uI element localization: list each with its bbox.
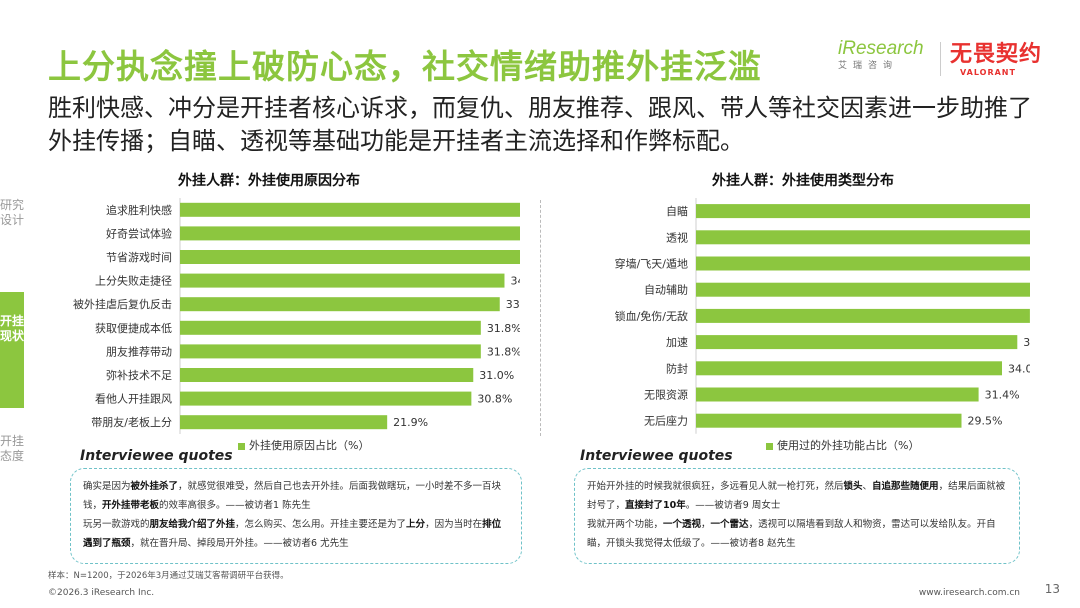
cheat-types-bar-chart: 自瞄41.4%透视39.8%穿墙/飞天/遁地39.6%自动辅助39.3%锁血/免… (615, 198, 1030, 434)
quote-paragraph: 开始开外挂的时候我就很疯狂，多远看见人就一枪打死，然后锁头、自追那些随便用，结果… (587, 481, 1006, 511)
bar (696, 282, 1030, 297)
valorant-logo: 无畏契约 VALORANT (950, 36, 1070, 80)
category-label: 获取便捷成本低 (95, 321, 172, 335)
category-label: 追求胜利快感 (106, 203, 172, 217)
category-label: 穿墙/飞天/遁地 (615, 257, 688, 271)
bar (696, 204, 1030, 219)
bar (696, 335, 1018, 350)
bar (696, 256, 1030, 271)
category-label: 看他人开挂跟风 (95, 392, 172, 406)
bar (180, 226, 520, 241)
page-title: 上分执念撞上破防心态，社交情绪助推外挂泛滥 (48, 47, 762, 86)
category-label: 防封 (666, 361, 688, 375)
category-label: 好奇尝试体验 (106, 226, 172, 240)
iresearch-logo-subtext: 艾瑞咨询 (838, 61, 899, 71)
bar (180, 297, 500, 312)
category-label: 无限资源 (644, 388, 688, 402)
left-quote-box: 确实是因为被外挂杀了，就感觉很难受，然后自己也去开外挂。后面我做瞎玩，一小时差不… (70, 468, 522, 564)
bar (180, 202, 520, 217)
left-chart-legend: 外挂使用原因占比（%） (238, 437, 369, 453)
quote-paragraph: 玩另一款游戏的朋友给我介绍了外挂，怎么购买、怎么用。开挂主要还是为了上分，因为当… (83, 519, 502, 549)
bar (696, 361, 1002, 376)
value-label: 31.8% (487, 345, 520, 358)
left-quotes-label: Interviewee quotes (80, 448, 233, 464)
bar (696, 387, 979, 402)
category-label: 无后座力 (644, 414, 688, 428)
nav-cheating-status[interactable]: 开挂现状 (0, 292, 24, 408)
valorant-logo-text: 无畏契约 (950, 42, 1043, 67)
value-label: 31.0% (479, 369, 514, 382)
website-link[interactable]: www.iresearch.com.cn (918, 588, 1020, 598)
iresearch-logo-text: iResearch (838, 38, 924, 59)
bar (180, 344, 481, 359)
value-label: 33.8% (506, 298, 520, 311)
bar (180, 368, 474, 382)
sample-footnote: 样本：N=1200，于2026年3月通过艾瑞艾客帮调研平台获得。 (48, 571, 289, 581)
category-label: 锁血/免伤/无敌 (615, 309, 688, 323)
bar (180, 415, 388, 430)
bar (696, 308, 1030, 323)
logo-divider (940, 42, 941, 76)
bar (180, 391, 472, 406)
chart-divider (540, 200, 541, 436)
nav-research-design[interactable]: 研究设计 (0, 198, 25, 227)
value-label: 34.3% (510, 275, 520, 288)
value-label: 30.8% (477, 393, 512, 406)
value-label: 31.4% (985, 389, 1020, 402)
category-label: 朋友推荐带动 (106, 344, 172, 358)
copyright: ©2026.3 iResearch Inc. (48, 588, 155, 598)
value-label: 34.0% (1008, 362, 1030, 375)
value-label: 21.9% (393, 416, 428, 429)
category-label: 带朋友/老板上分 (91, 415, 172, 429)
right-chart-legend: 使用过的外挂功能占比（%） (766, 437, 919, 453)
value-label: 29.5% (968, 415, 1003, 428)
quote-paragraph: 我就开两个功能，一个透视，一个雷达，透视可以隔墙看到敌人和物资，雷达可以发给队友… (587, 519, 996, 549)
category-label: 被外挂虐后复仇反击 (73, 297, 172, 311)
right-chart-title: 外挂人群：外挂使用类型分布 (712, 173, 894, 189)
bar (696, 413, 962, 428)
page-number: 13 (1044, 582, 1060, 596)
right-quote-box: 开始开外挂的时候我就很疯狂，多远看见人就一枪打死，然后锁头、自追那些随便用，结果… (574, 468, 1020, 564)
bar (696, 230, 1030, 245)
category-label: 弥补技术不足 (106, 368, 172, 382)
right-quotes-label: Interviewee quotes (580, 448, 733, 464)
valorant-logo-subtext: VALORANT (960, 68, 1016, 77)
left-chart-title: 外挂人群：外挂使用原因分布 (178, 173, 360, 189)
category-label: 上分失败走捷径 (95, 274, 172, 288)
bar (180, 273, 505, 288)
cheat-reasons-bar-chart: 追求胜利快感40.5%好奇尝试体验37.1%节省游戏时间36.1%上分失败走捷径… (73, 198, 520, 434)
category-label: 自瞄 (666, 205, 688, 218)
category-label: 节省游戏时间 (106, 251, 172, 264)
iresearch-logo: iResearch 艾瑞咨询 (838, 38, 934, 82)
legend-label: 使用过的外挂功能占比（%） (777, 439, 920, 452)
bar (180, 250, 520, 264)
category-label: 自动辅助 (644, 283, 688, 297)
nav-cheating-attitude[interactable]: 开挂态度 (0, 434, 25, 463)
value-label: 35.7% (1023, 336, 1030, 349)
category-label: 加速 (666, 336, 688, 349)
category-label: 透视 (666, 230, 688, 244)
legend-swatch (238, 442, 245, 450)
page-subtitle: 胜利快感、冲分是开挂者核心诉求，而复仇、朋友推荐、跟风、带人等社交因素进一步助推… (48, 94, 1032, 155)
bar (180, 320, 481, 335)
quote-paragraph: 确实是因为被外挂杀了，就感觉很难受，然后自己也去开外挂。后面我做瞎玩，一小时差不… (83, 481, 502, 511)
legend-label: 外挂使用原因占比（%） (249, 439, 370, 452)
legend-swatch (766, 442, 773, 450)
value-label: 31.8% (487, 322, 520, 335)
